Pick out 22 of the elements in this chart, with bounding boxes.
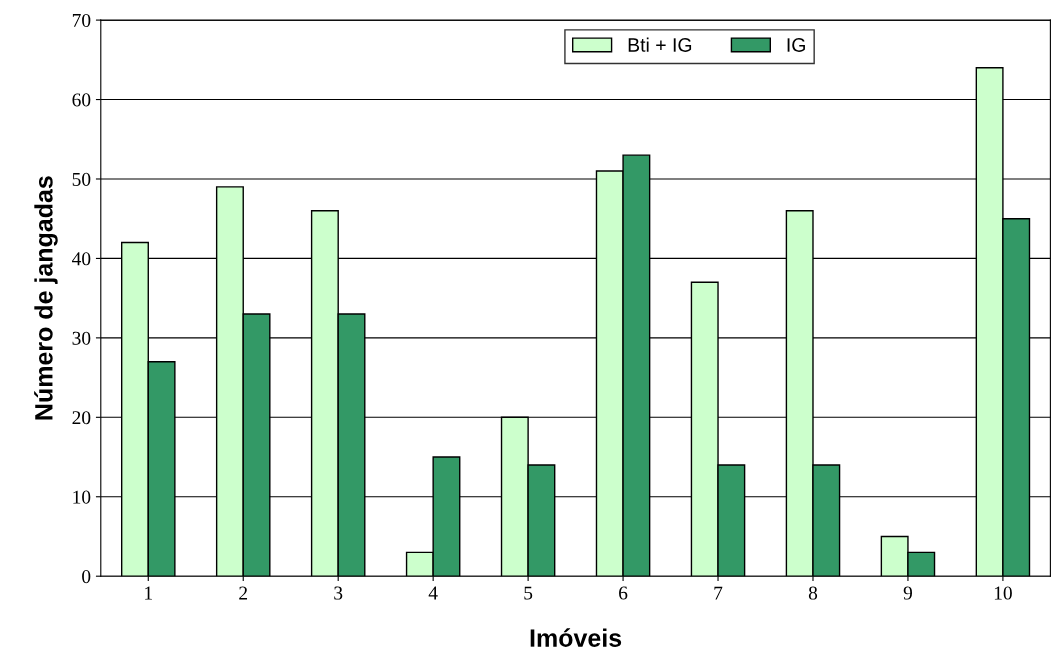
y-tick-label: 70 — [72, 13, 91, 28]
x-axis-title: Imóveis — [530, 628, 622, 647]
x-tick-label: 4 — [428, 586, 438, 600]
y-tick-label: 10 — [73, 490, 91, 504]
x-tick-label: 2 — [239, 586, 248, 600]
legend-label: IG — [787, 38, 805, 52]
x-tick-label: 1 — [145, 586, 152, 600]
y-axis-title: Número de jangadas — [34, 176, 58, 420]
y-tick-label: 0 — [82, 570, 91, 584]
x-tick-label: 3 — [334, 586, 343, 600]
x-tick-label: 10 — [994, 586, 1012, 600]
y-tick-label: 20 — [72, 411, 91, 425]
y-tick-label: 50 — [72, 172, 91, 186]
x-tick-label: 7 — [714, 586, 723, 600]
x-tick-label: 6 — [619, 586, 628, 600]
x-tick-label: 8 — [808, 586, 818, 600]
x-tick-label: 9 — [903, 586, 913, 600]
legend-label: Bti + IG — [628, 37, 692, 52]
y-tick-label: 30 — [72, 331, 91, 345]
x-tick-label: 5 — [524, 586, 533, 600]
y-tick-label: 40 — [72, 252, 91, 266]
y-tick-label: 60 — [72, 93, 91, 107]
